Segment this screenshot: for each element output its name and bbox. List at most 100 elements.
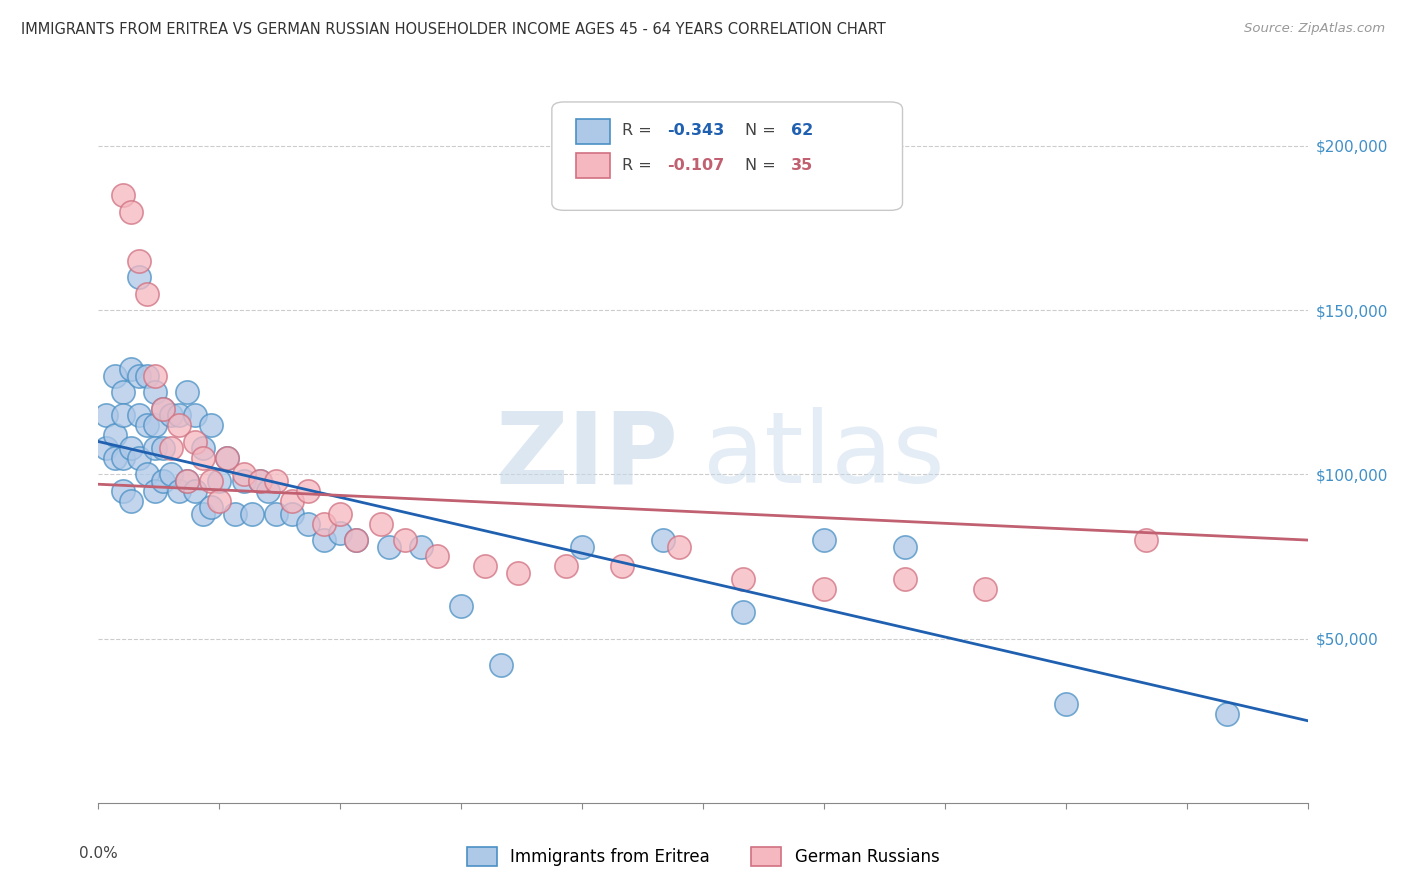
Point <box>128 253 150 268</box>
Point <box>184 434 207 449</box>
Text: atlas: atlas <box>703 408 945 505</box>
Point <box>128 409 150 423</box>
Point <box>176 474 198 488</box>
Point <box>329 526 352 541</box>
Point <box>111 188 134 202</box>
Point <box>160 441 183 455</box>
FancyBboxPatch shape <box>576 119 610 144</box>
Point <box>394 533 416 547</box>
Point <box>103 368 125 383</box>
Point <box>474 559 496 574</box>
Point <box>249 474 271 488</box>
Point <box>240 507 263 521</box>
Point <box>409 540 432 554</box>
Point <box>111 483 134 498</box>
Point <box>329 507 352 521</box>
Point <box>128 270 150 285</box>
Point <box>893 573 915 587</box>
Legend: Immigrants from Eritrea, German Russians: Immigrants from Eritrea, German Russians <box>458 838 948 875</box>
Point <box>232 467 254 482</box>
Point <box>128 450 150 465</box>
Point <box>232 474 254 488</box>
Point <box>103 428 125 442</box>
Point <box>217 450 239 465</box>
Point <box>813 533 835 547</box>
Point <box>120 493 142 508</box>
Point <box>314 516 336 531</box>
Point <box>103 450 125 465</box>
Point <box>264 474 287 488</box>
Text: ZIP: ZIP <box>496 408 679 505</box>
Point <box>249 474 271 488</box>
Point <box>555 559 578 574</box>
Text: Source: ZipAtlas.com: Source: ZipAtlas.com <box>1244 22 1385 36</box>
Point <box>143 418 166 433</box>
Point <box>370 516 392 531</box>
Text: 0.0%: 0.0% <box>79 847 118 861</box>
Point <box>120 441 142 455</box>
Point <box>167 418 190 433</box>
Point <box>167 483 190 498</box>
Point <box>200 500 222 515</box>
Point <box>297 483 319 498</box>
Point <box>314 533 336 547</box>
Point <box>256 483 278 498</box>
Point <box>111 409 134 423</box>
Point <box>224 507 246 521</box>
Point <box>733 573 755 587</box>
Point <box>1054 698 1077 712</box>
Point <box>612 559 634 574</box>
Point <box>167 409 190 423</box>
Point <box>135 286 157 301</box>
Point <box>152 401 174 416</box>
Point <box>281 507 304 521</box>
Point <box>571 540 593 554</box>
Point <box>135 418 157 433</box>
Point <box>143 441 166 455</box>
Point <box>208 474 231 488</box>
Text: R =: R = <box>621 123 657 138</box>
Point <box>974 582 997 597</box>
Point <box>143 483 166 498</box>
Point <box>506 566 529 580</box>
Point <box>128 368 150 383</box>
Point <box>668 540 690 554</box>
Point <box>893 540 915 554</box>
Point <box>120 204 142 219</box>
Point <box>651 533 673 547</box>
Point <box>193 441 215 455</box>
Point <box>143 368 166 383</box>
Point <box>135 368 157 383</box>
Point <box>200 474 222 488</box>
Text: R =: R = <box>621 158 657 173</box>
Point <box>160 467 183 482</box>
Point <box>1216 707 1239 722</box>
Point <box>152 401 174 416</box>
Point <box>450 599 472 613</box>
Point <box>344 533 367 547</box>
Point <box>813 582 835 597</box>
Point <box>120 362 142 376</box>
Point <box>135 467 157 482</box>
Point <box>176 385 198 400</box>
Point <box>96 409 118 423</box>
Point <box>491 657 513 672</box>
Point <box>344 533 367 547</box>
Text: 62: 62 <box>792 123 814 138</box>
FancyBboxPatch shape <box>576 153 610 178</box>
Point <box>733 605 755 619</box>
Point <box>176 474 198 488</box>
Point <box>426 549 449 564</box>
Point <box>193 507 215 521</box>
Point <box>143 385 166 400</box>
Point <box>160 409 183 423</box>
Point <box>111 450 134 465</box>
Text: -0.343: -0.343 <box>666 123 724 138</box>
Point <box>217 450 239 465</box>
Point <box>184 409 207 423</box>
FancyBboxPatch shape <box>551 102 903 211</box>
Point <box>193 450 215 465</box>
Point <box>1135 533 1157 547</box>
Point <box>96 441 118 455</box>
Point <box>184 483 207 498</box>
